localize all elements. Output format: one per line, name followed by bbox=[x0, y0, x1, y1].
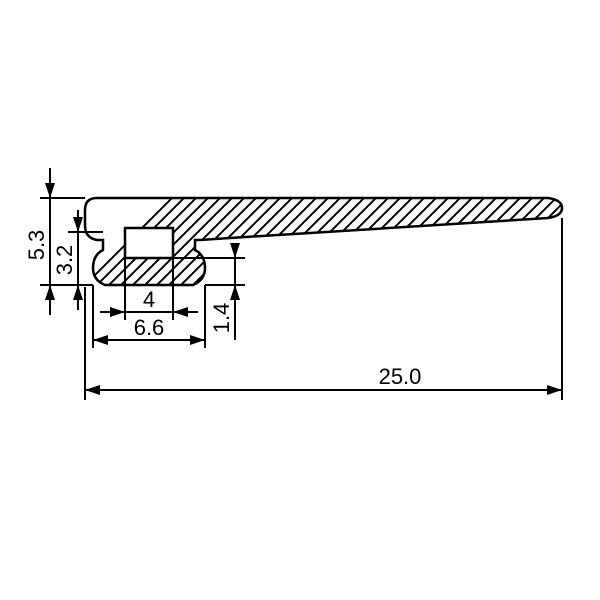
dim-lip-height-label: 1.4 bbox=[209, 303, 234, 334]
dim-overall-height: 5.3 bbox=[24, 168, 93, 315]
dim-channel-inner-label: 4 bbox=[143, 287, 155, 312]
dim-overall-width-label: 25.0 bbox=[379, 364, 422, 389]
profile-outline bbox=[85, 198, 562, 285]
hatch-fill bbox=[60, 190, 576, 310]
dim-lip-height: 1.4 bbox=[173, 243, 245, 340]
dim-overall-height-label: 5.3 bbox=[24, 230, 49, 261]
dim-channel-depth-label: 3.2 bbox=[52, 245, 77, 276]
dim-overall-width: 25.0 bbox=[85, 218, 562, 400]
dim-channel-outer-label: 6.6 bbox=[134, 315, 165, 340]
engineering-drawing: 25.0 5.3 3.2 1.4 4 bbox=[0, 0, 600, 600]
